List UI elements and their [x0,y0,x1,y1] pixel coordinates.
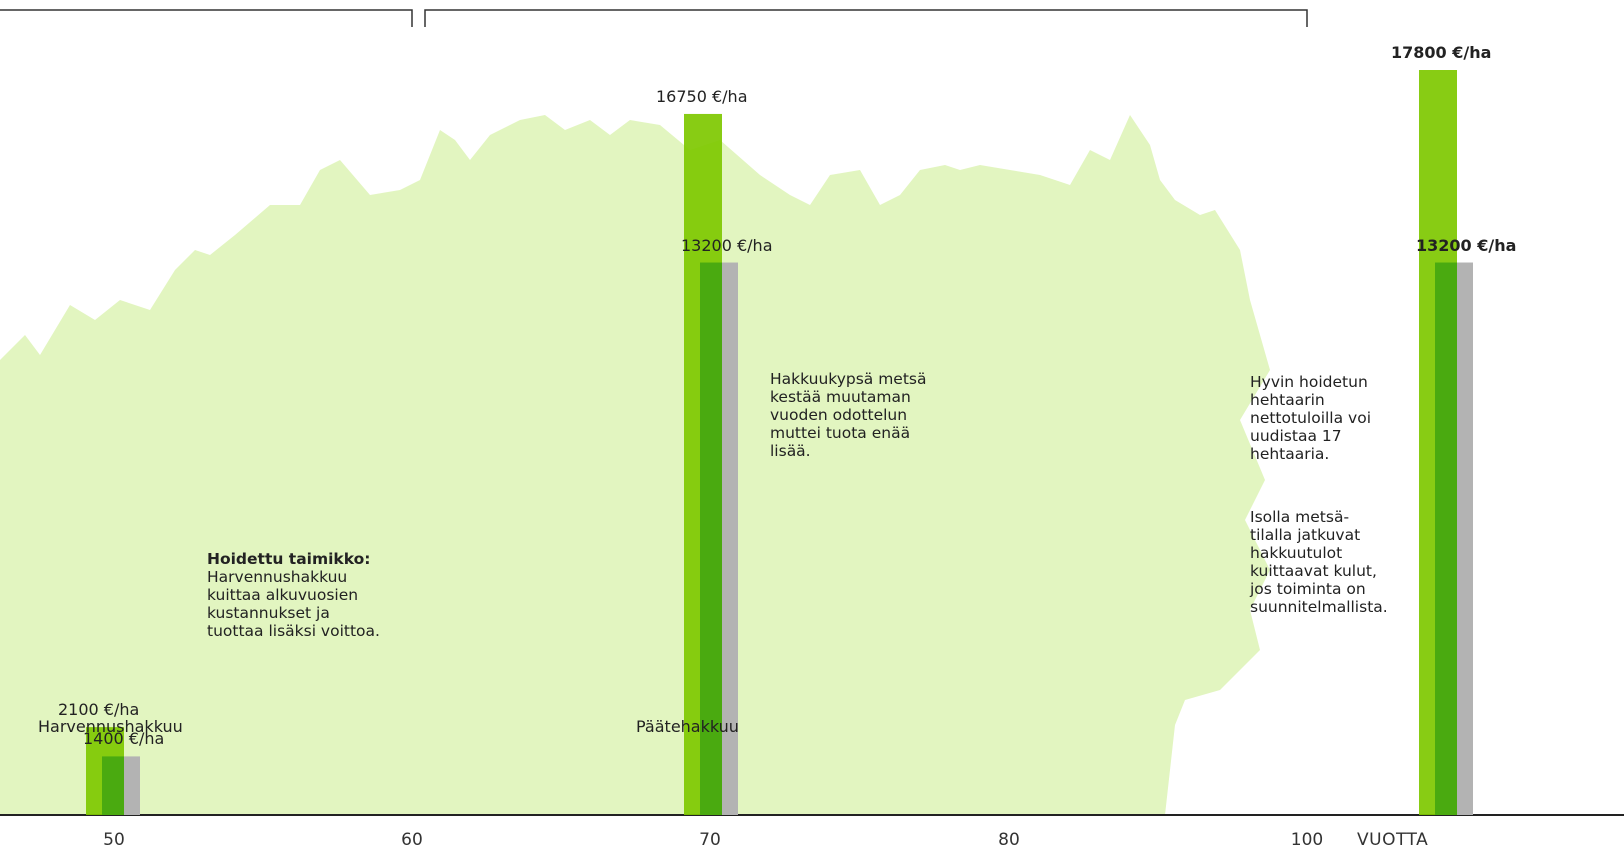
forest-silhouette [0,115,1270,815]
taimikko-text: Harvennushakkuu kuittaa alkuvuosien kust… [207,568,380,640]
x-tick-50: 50 [103,830,125,850]
x-tick-70: 70 [699,830,721,850]
taimikko-title: Hoidettu taimikko: [207,550,371,568]
x-tick-80: 80 [998,830,1020,850]
x-tick-100: 100 [1290,830,1324,850]
hehtaari-note: Hyvin hoidetun hehtaarin nettotuloilla v… [1250,373,1371,463]
bracket-right [424,9,1308,27]
metsatila-note: Isolla metsä- tilalla jatkuvat hakkuutul… [1250,508,1388,616]
group-1-net-label: 1400 €/ha [83,729,165,749]
group-2-revenue-label: 16750 €/ha [656,86,748,106]
hakkuukypsa-note: Hakkuukypsä metsä kestää muutaman vuoden… [770,370,927,460]
group-2-name-label: Päätehakkuu [636,717,739,736]
group-3-net-label: 13200 €/ha [1416,235,1517,255]
x-tick-60: 60 [401,830,423,850]
net-bar-2 [700,262,722,815]
bars-layer [86,70,1473,815]
group-2-net-label: 13200 €/ha [681,235,773,255]
group-3-revenue-label: 17800 €/ha [1391,43,1492,62]
group-1-revenue-label: 2100 €/ha [58,700,140,720]
taimikko-note: Hoidettu taimikko: Harvennushakkuu kuitt… [207,532,380,658]
net-bar-1 [102,756,124,815]
x-axis-unit-label: VUOTTA [1357,830,1429,850]
group-1-name-label: Harvennushakkuu [38,717,183,736]
bracket-left [0,9,413,27]
net-bar-3 [1435,262,1457,815]
